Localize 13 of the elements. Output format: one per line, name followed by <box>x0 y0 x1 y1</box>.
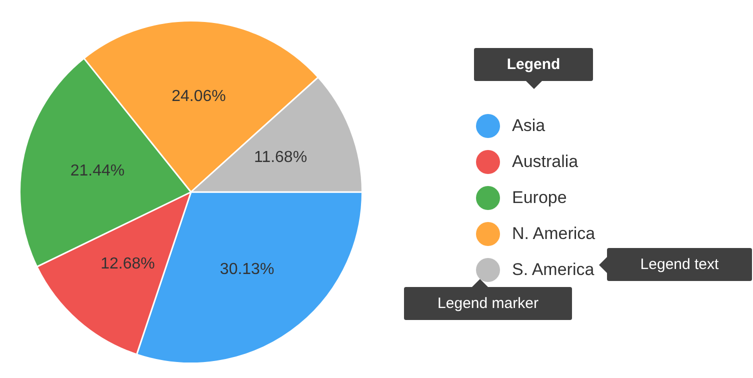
legend-label: S. America <box>512 260 594 280</box>
legend-label: Europe <box>512 188 567 208</box>
data-label: 24.06% <box>172 88 226 105</box>
data-label: 21.44% <box>70 162 125 180</box>
data-label: 11.68% <box>254 149 308 166</box>
text: Legend text <box>640 256 719 273</box>
text: Legend <box>506 56 560 73</box>
data-label: 30.13% <box>220 261 274 278</box>
text: Legend marker <box>438 295 538 312</box>
data-label: 12.68% <box>100 255 155 272</box>
legend-label: Asia <box>512 116 546 136</box>
legend-label: N. America <box>512 224 596 244</box>
legend-label: Australia <box>512 152 578 172</box>
